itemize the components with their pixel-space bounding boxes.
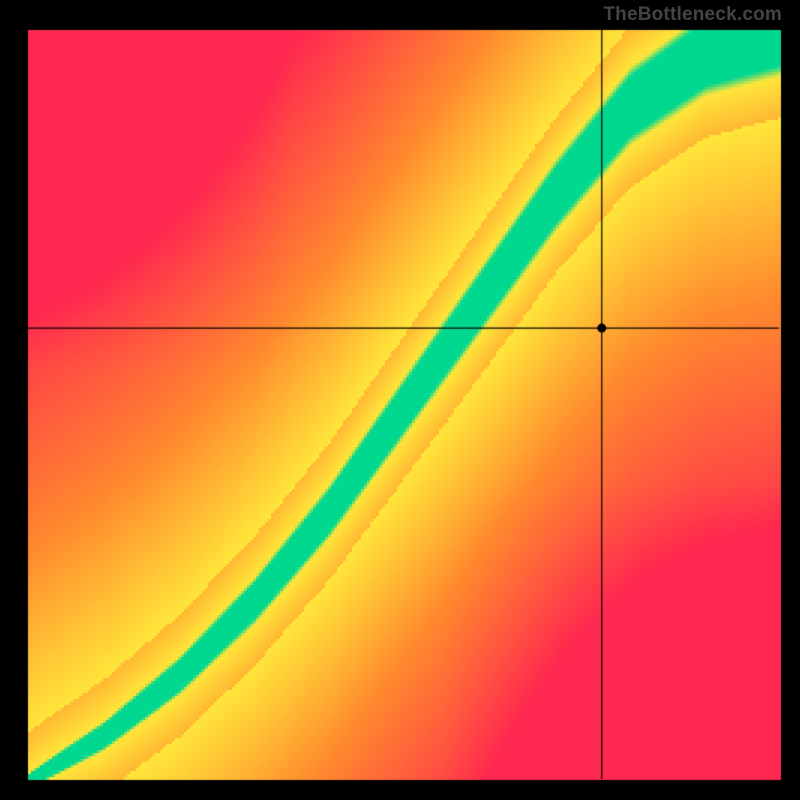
heatmap-canvas	[0, 0, 800, 800]
chart-frame: TheBottleneck.com	[0, 0, 800, 800]
watermark-text: TheBottleneck.com	[603, 4, 782, 26]
